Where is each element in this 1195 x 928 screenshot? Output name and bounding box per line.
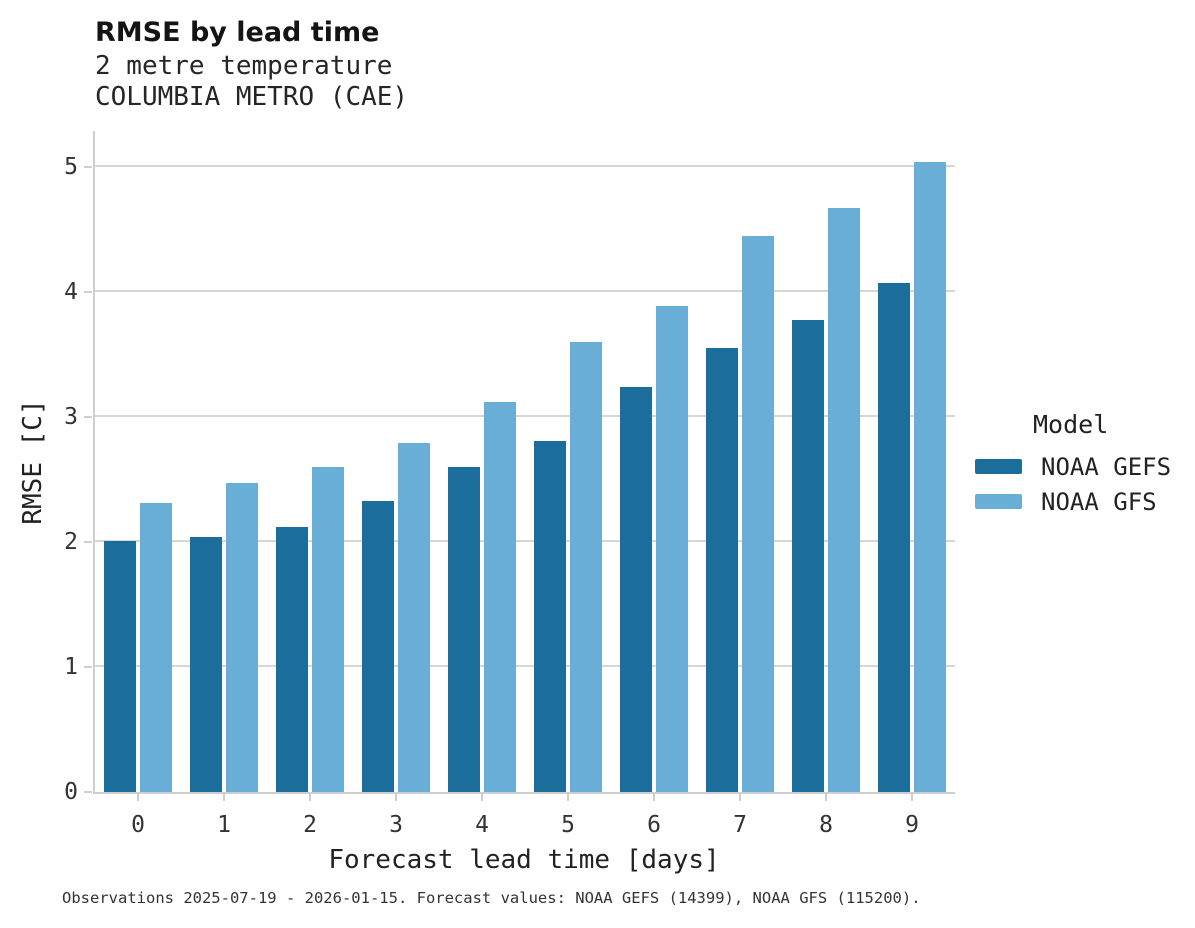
plot-area bbox=[93, 131, 955, 794]
bar-noaa-gfs-day-7 bbox=[742, 235, 774, 792]
x-tick-mark-1 bbox=[223, 794, 225, 801]
bar-noaa-gfs-day-8 bbox=[828, 208, 860, 792]
legend: Model NOAA GEFS NOAA GFS bbox=[975, 410, 1190, 519]
gridline-y-1 bbox=[95, 665, 955, 667]
bar-noaa-gefs-day-1 bbox=[190, 537, 222, 792]
subtitle-line-station: COLUMBIA METRO (CAE) bbox=[95, 82, 409, 112]
y-tick-label-3: 3 bbox=[64, 404, 78, 430]
x-tick-mark-9 bbox=[911, 794, 913, 801]
x-tick-label-6: 6 bbox=[647, 812, 661, 838]
bar-noaa-gfs-day-0 bbox=[140, 503, 172, 792]
bar-noaa-gfs-day-4 bbox=[484, 402, 516, 792]
bar-noaa-gefs-day-5 bbox=[534, 440, 566, 792]
y-tick-label-1: 1 bbox=[64, 654, 78, 680]
x-tick-mark-8 bbox=[825, 794, 827, 801]
legend-swatch-noaa-gefs bbox=[975, 459, 1022, 474]
chart-subtitle: 2 metre temperature COLUMBIA METRO (CAE) bbox=[95, 51, 408, 113]
gridline-y-4 bbox=[95, 290, 955, 292]
bar-noaa-gfs-day-3 bbox=[398, 443, 430, 792]
bar-noaa-gfs-day-1 bbox=[226, 483, 258, 792]
x-tick-label-7: 7 bbox=[733, 812, 747, 838]
x-tick-mark-3 bbox=[395, 794, 397, 801]
y-tick-mark-0 bbox=[84, 791, 92, 793]
x-tick-label-5: 5 bbox=[561, 812, 575, 838]
bar-noaa-gefs-day-0 bbox=[104, 540, 136, 792]
y-tick-mark-4 bbox=[84, 291, 92, 293]
x-tick-label-8: 8 bbox=[819, 812, 833, 838]
bar-noaa-gefs-day-2 bbox=[276, 527, 308, 792]
x-tick-label-1: 1 bbox=[217, 812, 231, 838]
bar-noaa-gefs-day-6 bbox=[620, 387, 652, 792]
bar-noaa-gefs-day-4 bbox=[448, 467, 480, 792]
x-tick-mark-4 bbox=[481, 794, 483, 801]
x-tick-mark-7 bbox=[739, 794, 741, 801]
bar-noaa-gefs-day-7 bbox=[706, 348, 738, 792]
bar-noaa-gfs-day-9 bbox=[914, 162, 946, 792]
x-tick-label-3: 3 bbox=[389, 812, 403, 838]
y-tick-label-2: 2 bbox=[64, 529, 78, 555]
x-tick-label-9: 9 bbox=[905, 812, 919, 838]
x-axis-label: Forecast lead time [days] bbox=[328, 845, 720, 875]
legend-swatch-noaa-gfs bbox=[975, 494, 1022, 509]
bar-noaa-gefs-day-8 bbox=[792, 319, 824, 792]
subtitle-line-variable: 2 metre temperature bbox=[95, 51, 393, 81]
y-tick-label-0: 0 bbox=[64, 779, 78, 805]
x-tick-mark-2 bbox=[309, 794, 311, 801]
bar-noaa-gfs-day-5 bbox=[570, 342, 602, 792]
x-tick-mark-0 bbox=[137, 794, 139, 801]
gridline-y-3 bbox=[95, 415, 955, 417]
gridline-y-2 bbox=[95, 540, 955, 542]
legend-label-noaa-gefs: NOAA GEFS bbox=[1041, 452, 1172, 481]
x-tick-label-4: 4 bbox=[475, 812, 489, 838]
y-tick-mark-2 bbox=[84, 541, 92, 543]
legend-label-noaa-gfs: NOAA GFS bbox=[1041, 487, 1157, 516]
y-tick-mark-1 bbox=[84, 666, 92, 668]
bar-noaa-gfs-day-2 bbox=[312, 467, 344, 792]
x-tick-mark-6 bbox=[653, 794, 655, 801]
y-tick-label-4: 4 bbox=[64, 279, 78, 305]
legend-title: Model bbox=[1033, 410, 1109, 439]
y-tick-label-5: 5 bbox=[64, 154, 78, 180]
legend-item-noaa-gefs: NOAA GEFS bbox=[975, 449, 1190, 484]
x-tick-mark-5 bbox=[567, 794, 569, 801]
y-axis-label: RMSE [C] bbox=[18, 399, 48, 525]
caption: Observations 2025-07-19 - 2026-01-15. Fo… bbox=[62, 889, 921, 907]
x-tick-label-2: 2 bbox=[303, 812, 317, 838]
bar-noaa-gefs-day-3 bbox=[362, 500, 394, 792]
chart-title: RMSE by lead time bbox=[95, 17, 380, 48]
x-tick-label-0: 0 bbox=[131, 812, 145, 838]
y-tick-mark-5 bbox=[84, 166, 92, 168]
bar-noaa-gefs-day-9 bbox=[878, 283, 910, 792]
gridline-y-5 bbox=[95, 165, 955, 167]
legend-item-noaa-gfs: NOAA GFS bbox=[975, 484, 1190, 519]
bar-noaa-gfs-day-6 bbox=[656, 305, 688, 792]
y-tick-mark-3 bbox=[84, 416, 92, 418]
